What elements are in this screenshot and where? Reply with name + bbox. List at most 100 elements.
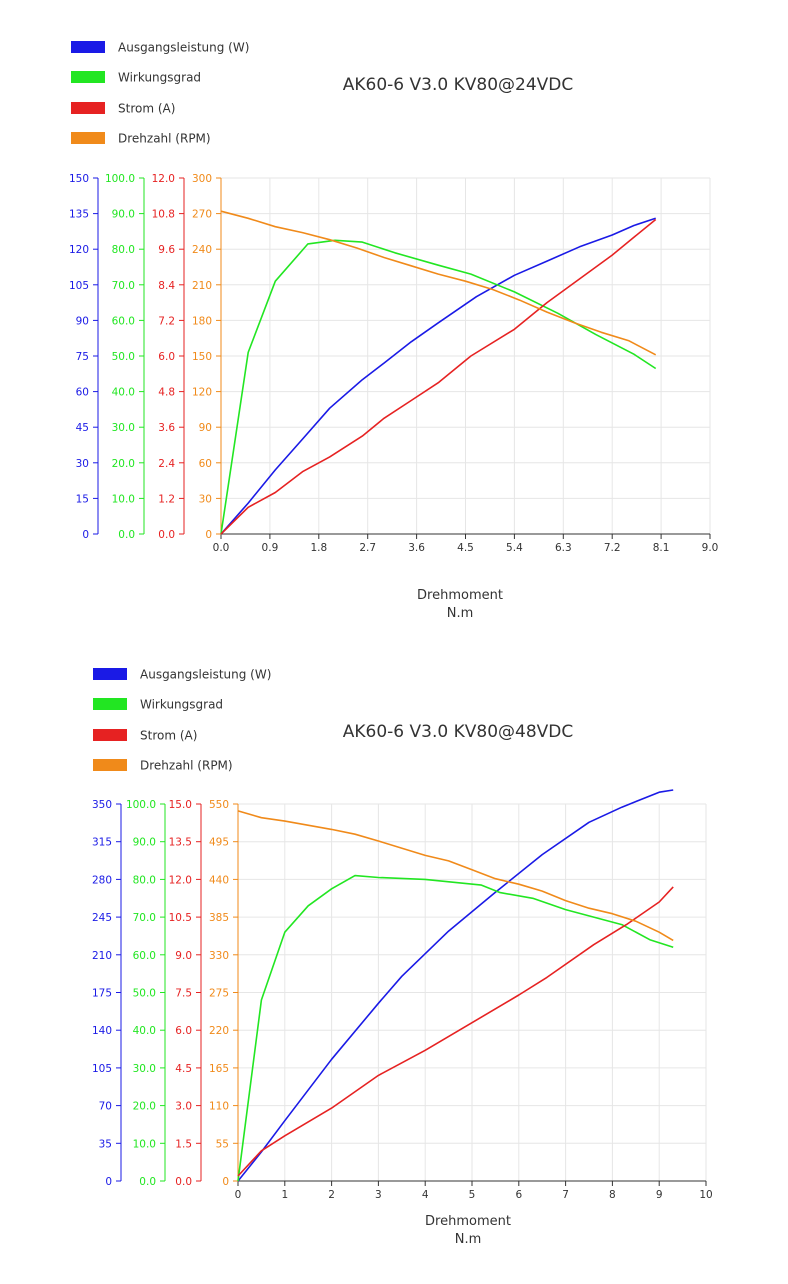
y-tick-label-efficiency: 50.0 — [133, 988, 156, 1000]
y-tick-label-output-power: 105 — [69, 280, 89, 292]
x-tick-label: 0 — [235, 1189, 242, 1201]
y-tick-label-efficiency: 60.0 — [112, 315, 135, 327]
x-tick-label: 10 — [699, 1189, 712, 1201]
y-tick-label-current: 9.0 — [175, 950, 192, 962]
y-tick-label-output-power: 0 — [82, 529, 89, 541]
y-tick-label-efficiency: 30.0 — [112, 422, 135, 434]
y-tick-label-efficiency: 90.0 — [112, 209, 135, 221]
x-tick-label: 5.4 — [506, 542, 523, 554]
y-tick-label-efficiency: 100.0 — [105, 173, 135, 185]
y-tick-label-current: 6.0 — [175, 1025, 192, 1037]
y-tick-label-current: 8.4 — [158, 280, 175, 292]
y-tick-label-current: 7.5 — [175, 988, 192, 1000]
x-tick-label: 6 — [515, 1189, 522, 1201]
y-tick-label-output-power: 70 — [99, 1101, 112, 1113]
y-tick-label-efficiency: 90.0 — [133, 837, 156, 849]
series — [237, 789, 674, 1182]
axes: 0.0 0.9 1.8 2.7 3.6 4.5 5.4 6.3 7.2 8.1 9.0 0 15 30 45… — [69, 173, 718, 554]
x-tick-label: 1.8 — [310, 542, 327, 554]
y-tick-label-speed: 150 — [192, 351, 212, 363]
x-tick-label: 7.2 — [604, 542, 621, 554]
y-tick-label-output-power: 315 — [92, 837, 112, 849]
legend-label-current: Strom (A) — [140, 729, 197, 743]
series-line-current — [237, 886, 674, 1177]
y-tick-label-speed: 270 — [192, 209, 212, 221]
y-tick-label-current: 1.5 — [175, 1138, 192, 1150]
y-tick-label-output-power: 150 — [69, 173, 89, 185]
legend-swatch-current — [93, 729, 127, 741]
y-tick-label-speed: 60 — [199, 458, 212, 470]
y-tick-label-output-power: 60 — [76, 387, 89, 399]
y-tick-label-current: 7.2 — [158, 315, 175, 327]
y-tick-label-current: 10.8 — [152, 209, 175, 221]
y-tick-label-current: 15.0 — [169, 799, 192, 811]
x-tick-label: 7 — [562, 1189, 569, 1201]
y-tick-label-speed: 90 — [199, 422, 212, 434]
y-tick-label-current: 4.5 — [175, 1063, 192, 1075]
y-tick-label-efficiency: 40.0 — [112, 387, 135, 399]
y-tick-label-output-power: 120 — [69, 244, 89, 256]
y-tick-label-speed: 440 — [209, 874, 229, 886]
y-tick-label-speed: 385 — [209, 912, 229, 924]
y-tick-label-output-power: 75 — [76, 351, 89, 363]
y-tick-label-output-power: 15 — [76, 493, 89, 505]
y-tick-label-current: 3.0 — [175, 1101, 192, 1113]
y-tick-label-output-power: 30 — [76, 458, 89, 470]
x-tick-label: 0.0 — [213, 542, 230, 554]
legend: Ausgangsleistung (W) Wirkungsgrad Strom … — [93, 668, 271, 773]
y-tick-label-current: 4.8 — [158, 387, 175, 399]
y-tick-label-current: 0.0 — [158, 529, 175, 541]
y-tick-label-efficiency: 20.0 — [112, 458, 135, 470]
series-line-efficiency — [237, 874, 674, 1182]
legend: Ausgangsleistung (W) Wirkungsgrad Strom … — [71, 41, 249, 146]
legend-label-speed: Drehzahl (RPM) — [140, 759, 233, 773]
y-tick-label-current: 1.2 — [158, 493, 175, 505]
y-tick-label-speed: 0 — [205, 529, 212, 541]
chart-title: AK60-6 V3.0 KV80@24VDC — [343, 75, 573, 95]
y-tick-label-output-power: 105 — [92, 1063, 112, 1075]
legend-label-output-power: Ausgangsleistung (W) — [118, 41, 249, 55]
series-line-output-power — [220, 217, 656, 535]
y-tick-label-output-power: 350 — [92, 799, 112, 811]
x-tick-label: 6.3 — [555, 542, 572, 554]
y-tick-label-efficiency: 80.0 — [112, 244, 135, 256]
y-tick-label-speed: 275 — [209, 988, 229, 1000]
legend-label-efficiency: Wirkungsgrad — [140, 698, 223, 712]
series-line-current — [220, 218, 657, 535]
y-tick-label-current: 3.6 — [158, 422, 175, 434]
y-tick-label-efficiency: 0.0 — [118, 529, 135, 541]
legend-swatch-speed — [93, 759, 127, 771]
series-line-efficiency — [220, 239, 657, 535]
legend-swatch-efficiency — [93, 698, 127, 710]
y-tick-label-speed: 550 — [209, 799, 229, 811]
grid — [238, 803, 707, 1181]
y-tick-label-speed: 120 — [192, 387, 212, 399]
legend-label-current: Strom (A) — [118, 102, 175, 116]
y-tick-label-output-power: 45 — [76, 422, 89, 434]
chart-48vdc: Ausgangsleistung (W) Wirkungsgrad Strom … — [92, 668, 713, 1248]
x-tick-label: 5 — [469, 1189, 476, 1201]
y-tick-label-current: 9.6 — [158, 244, 175, 256]
y-tick-label-efficiency: 10.0 — [112, 493, 135, 505]
legend-label-speed: Drehzahl (RPM) — [118, 132, 211, 146]
y-tick-label-output-power: 135 — [69, 209, 89, 221]
y-tick-label-speed: 0 — [222, 1176, 229, 1188]
x-tick-label: 4.5 — [457, 542, 474, 554]
x-axis-title: Drehmoment — [425, 1214, 511, 1229]
legend-swatch-output-power — [93, 668, 127, 680]
y-tick-label-efficiency: 80.0 — [133, 874, 156, 886]
y-tick-label-efficiency: 70.0 — [133, 912, 156, 924]
y-tick-label-current: 12.0 — [169, 874, 192, 886]
y-tick-label-speed: 210 — [192, 280, 212, 292]
x-axis-unit: N.m — [455, 1232, 482, 1247]
y-tick-label-output-power: 0 — [105, 1176, 112, 1188]
chart-24vdc: Ausgangsleistung (W) Wirkungsgrad Strom … — [69, 41, 718, 622]
y-tick-label-output-power: 90 — [76, 315, 89, 327]
legend-swatch-output-power — [71, 41, 105, 53]
y-tick-label-efficiency: 0.0 — [139, 1176, 156, 1188]
x-tick-label: 3 — [375, 1189, 382, 1201]
series-line-speed — [220, 210, 657, 356]
x-tick-label: 8.1 — [653, 542, 670, 554]
y-tick-label-efficiency: 30.0 — [133, 1063, 156, 1075]
x-tick-label: 1 — [281, 1189, 288, 1201]
